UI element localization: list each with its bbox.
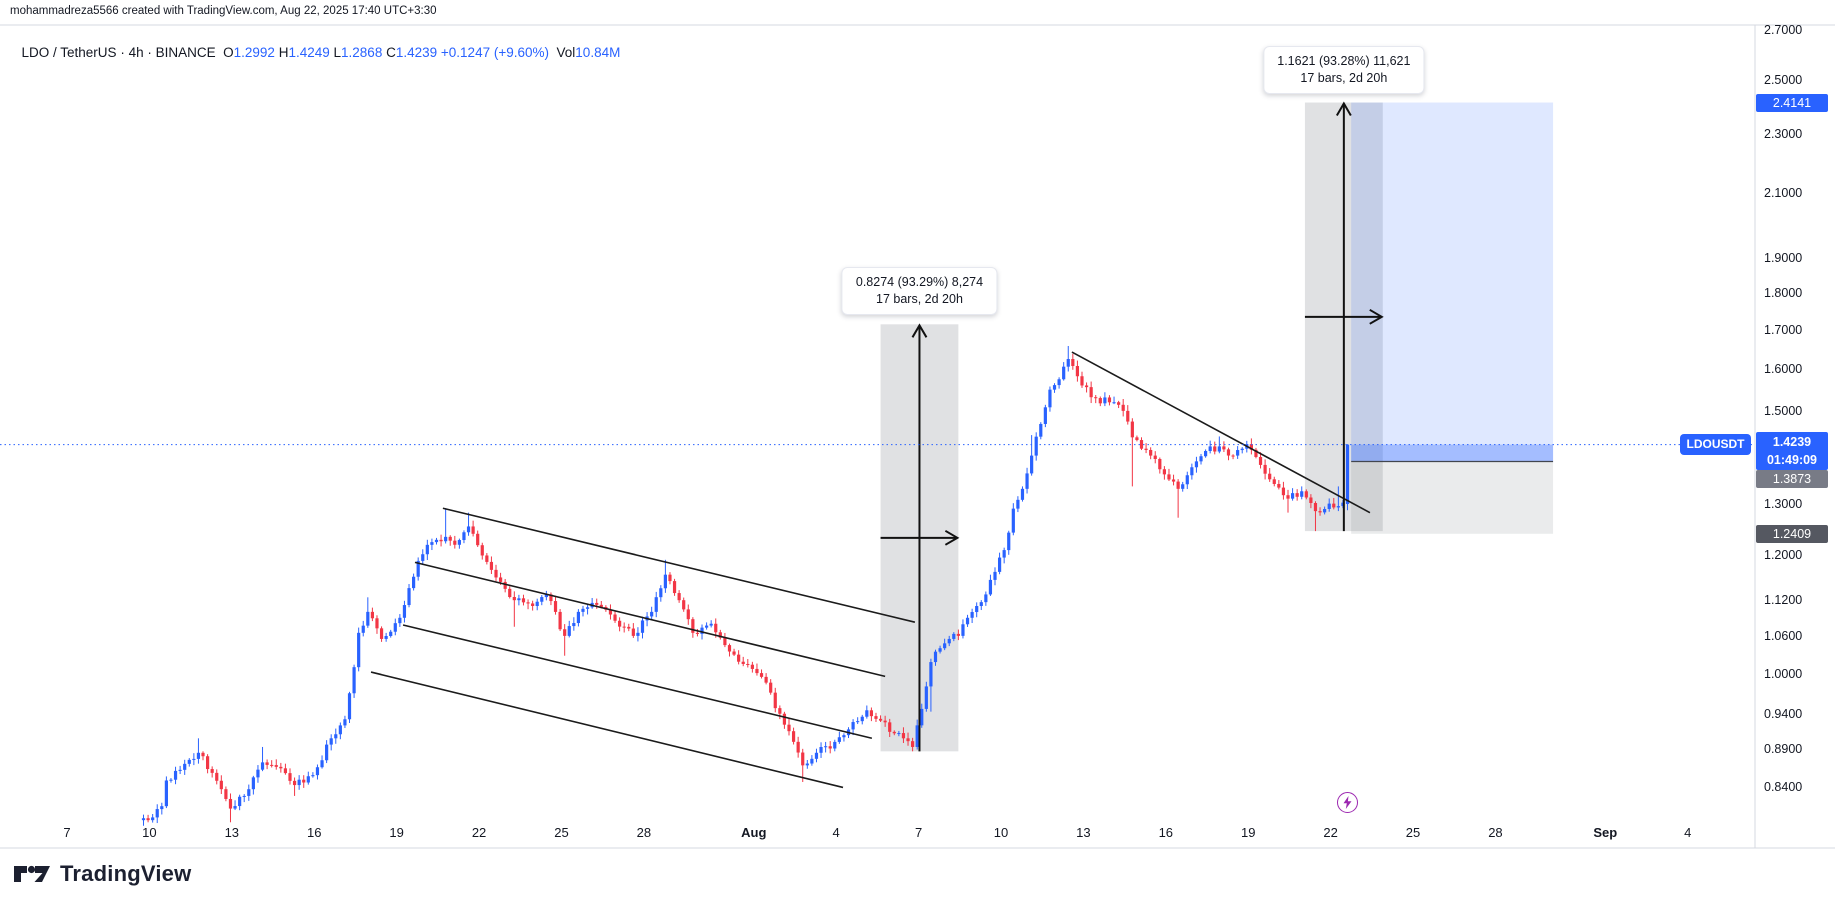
time-tick: 10 [142,825,157,840]
price-tick: 2.7000 [1764,23,1803,37]
volume-value: 10.84M [575,45,621,60]
time-tick: 22 [1323,825,1338,840]
price-tick: 1.8000 [1764,285,1803,300]
time-tick: 7 [63,825,71,840]
price-tick: 2.3000 [1764,126,1803,141]
time-tick: 28 [636,825,652,840]
price-tick: 0.8900 [1764,742,1803,757]
time-tick: 19 [1240,825,1256,840]
target-price-label: 2.4141 [1756,93,1828,112]
price-tick: 1.9000 [1764,250,1803,265]
measure-2-bars: 17 bars, 2d 20h [1300,70,1388,85]
open-value: 1.2992 [233,45,275,60]
change-value: +0.1247 (+9.60%) [440,45,549,60]
interval-label: 4h [128,45,144,60]
price-tick: 0.8400 [1764,779,1803,794]
tradingview-logo-text: TradingView [60,861,192,886]
time-tick: 16 [1158,825,1174,840]
symbol-name: LDO / TetherUS [21,45,117,60]
low-value: 1.2868 [341,45,383,60]
exchange-label: BINANCE [155,45,216,60]
close-value: 1.4239 [395,45,438,60]
time-tick: 28 [1488,825,1503,840]
measure-1-range: 0.8274 (93.29%) 8,274 [855,275,984,290]
time-tick: Aug [741,825,767,840]
measure-arrows [880,101,1384,752]
price-tick: 1.6000 [1764,362,1803,377]
price-tick: 1.0000 [1764,666,1803,681]
time-tick: 7 [914,825,923,840]
lightning-bolt [1343,796,1352,809]
high-value: 1.4249 [288,45,330,60]
tradingview-logo[interactable]: TradingView [14,861,191,887]
price-tick: 1.5000 [1764,403,1803,418]
time-tick: 4 [1684,825,1692,840]
price-tick: 0.9400 [1764,706,1803,721]
mid-price-label: 1.3873 [1756,469,1828,488]
event-lightning-icon[interactable] [1337,792,1358,813]
price-tick: 1.0600 [1764,628,1803,643]
bar-countdown: 01:49:09 [1766,452,1818,467]
projection-boxes [1351,102,1554,534]
measure-tooltip-1[interactable]: 0.8274 (93.29%) 8,274 17 bars, 2d 20h [841,267,998,316]
current-price-label: 1.4239 01:49:09 [1756,431,1828,470]
price-tick: 1.7000 [1764,322,1803,337]
symbol-legend[interactable]: LDO / TetherUS · 4h · BINANCE O1.2992 H1… [21,45,621,60]
stop-price-label: 1.2409 [1756,524,1828,543]
tradingview-logo-icon [14,865,50,882]
watermark-text: mohammadreza5566 created with TradingVie… [10,5,437,17]
symbol-price-badge: LDOUSDT [1680,434,1751,456]
price-tick: 1.3000 [1764,496,1803,511]
measure-2-range: 1.1621 (93.28%) 11,621 [1277,53,1411,68]
time-tick: 25 [554,825,569,840]
time-tick: 13 [224,825,240,840]
price-tick: 2.1000 [1764,185,1803,200]
price-tick: 1.1200 [1764,593,1803,608]
current-price-value: 1.4239 [1772,434,1812,449]
candles [141,345,1350,826]
price-tick: 1.2000 [1764,548,1803,563]
time-tick: Sep [1593,825,1618,840]
trend-lines [370,351,1371,789]
measure-1-bars: 17 bars, 2d 20h [876,292,963,307]
time-tick: 22 [471,825,487,840]
measure-tooltip-2[interactable]: 1.1621 (93.28%) 11,621 17 bars, 2d 20h [1263,45,1425,94]
time-tick: 19 [389,825,404,840]
time-tick: 16 [306,825,322,840]
time-tick: 13 [1076,825,1091,840]
time-tick: 10 [993,825,1009,840]
price-tick: 2.5000 [1764,72,1803,87]
time-tick: 25 [1405,825,1421,840]
time-tick: 4 [832,825,840,840]
candlestick-chart[interactable] [0,0,1835,852]
